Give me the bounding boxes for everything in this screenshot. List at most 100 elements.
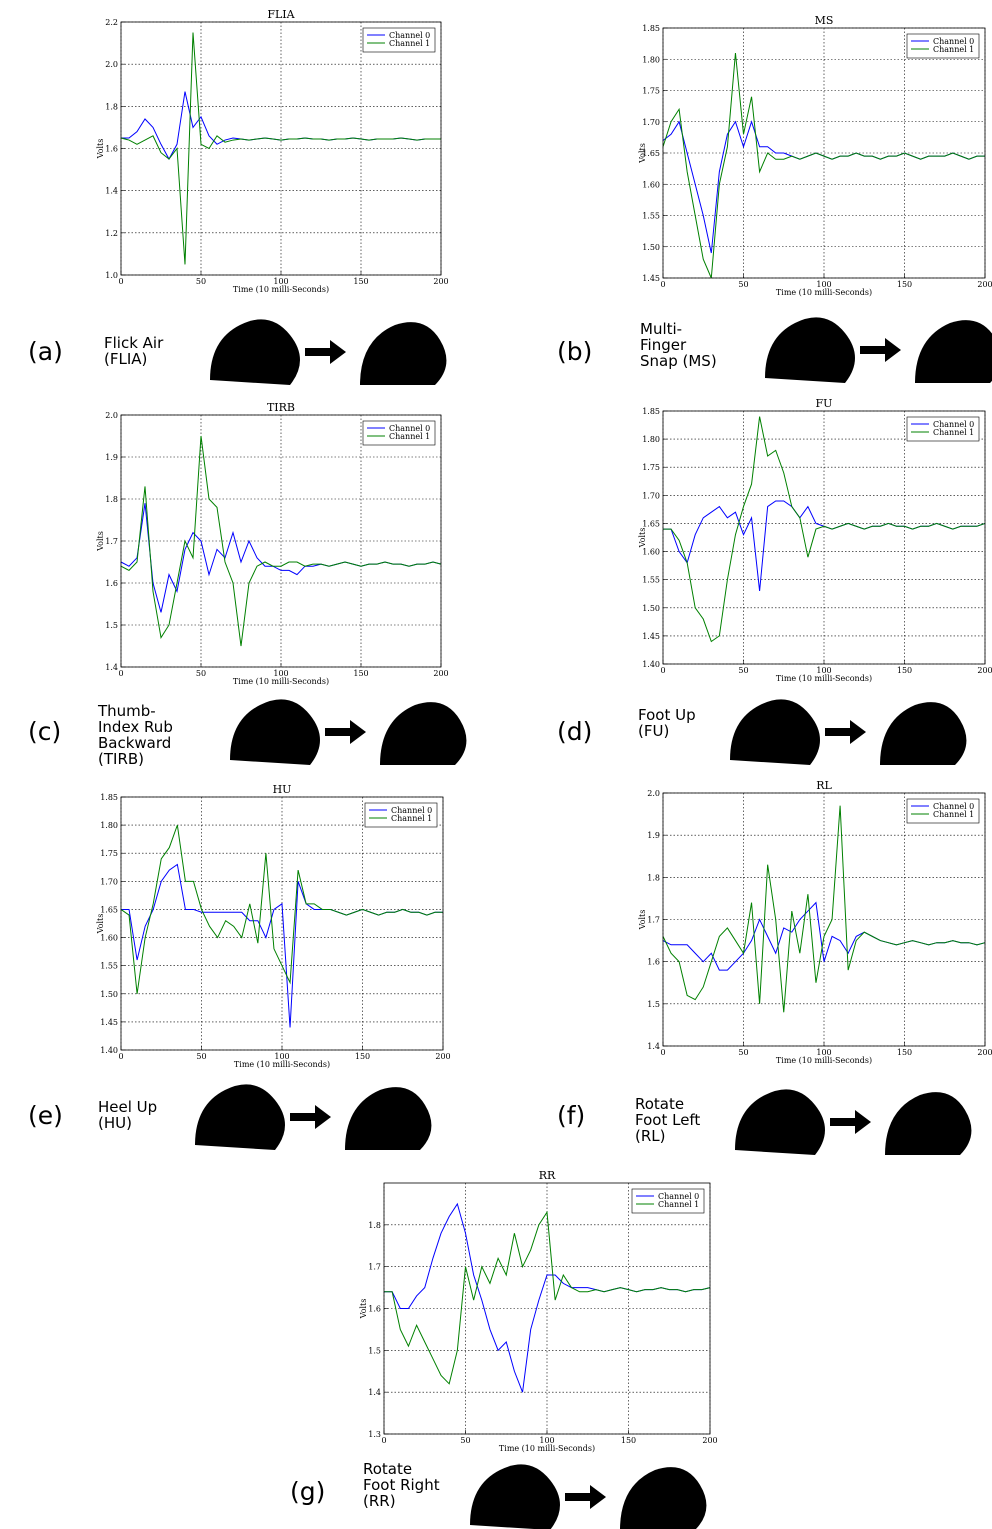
gesture-icon bbox=[210, 319, 300, 385]
y-tick-label: 1.8 bbox=[105, 495, 118, 504]
y-tick-label: 1.55 bbox=[100, 962, 118, 971]
x-tick-label: 0 bbox=[118, 669, 123, 678]
y-tick-label: 1.65 bbox=[642, 519, 660, 528]
y-tick-label: 1.70 bbox=[642, 491, 660, 500]
chart-title: TIRB bbox=[267, 401, 295, 414]
x-tick-label: 150 bbox=[353, 669, 368, 678]
y-tick-label: 1.7 bbox=[368, 1263, 381, 1272]
y-axis-label: Volts bbox=[638, 528, 647, 549]
chart-title: MS bbox=[815, 14, 834, 27]
y-tick-label: 2.0 bbox=[105, 411, 118, 420]
panel-label: (d) bbox=[557, 717, 592, 746]
y-tick-label: 1.50 bbox=[642, 243, 660, 252]
y-tick-label: 1.7 bbox=[105, 537, 118, 546]
y-tick-label: 1.45 bbox=[642, 274, 660, 283]
legend-label: Channel 1 bbox=[933, 428, 974, 437]
y-tick-label: 1.4 bbox=[105, 663, 118, 672]
panel-label: (b) bbox=[557, 337, 592, 366]
gesture-icon bbox=[730, 699, 820, 765]
panel-label: (g) bbox=[290, 1477, 325, 1506]
gesture-icon bbox=[620, 1467, 706, 1529]
chart-title: RR bbox=[539, 1169, 556, 1182]
figure: 1.01.21.41.61.82.02.2050100150200FLIATim… bbox=[0, 0, 992, 1529]
y-tick-label: 1.85 bbox=[642, 24, 660, 33]
x-tick-label: 0 bbox=[118, 277, 123, 286]
legend-label: Channel 1 bbox=[391, 814, 432, 823]
x-tick-label: 200 bbox=[433, 669, 448, 678]
y-tick-label: 1.85 bbox=[642, 407, 660, 416]
arrow bbox=[825, 720, 866, 744]
y-tick-label: 1.6 bbox=[368, 1305, 381, 1314]
caption-line: (RR) bbox=[363, 1492, 396, 1510]
x-tick-label: 0 bbox=[381, 1436, 386, 1445]
gesture-icon bbox=[915, 320, 992, 383]
y-tick-label: 1.5 bbox=[647, 1000, 660, 1009]
y-tick-label: 1.75 bbox=[100, 849, 118, 858]
chart-title: FLIA bbox=[267, 8, 295, 21]
x-tick-label: 0 bbox=[660, 666, 665, 675]
panel-label: (f) bbox=[557, 1101, 585, 1130]
gesture-icon bbox=[765, 317, 855, 383]
x-tick-label: 150 bbox=[897, 1048, 912, 1057]
y-tick-label: 1.9 bbox=[647, 831, 660, 840]
x-tick-label: 200 bbox=[977, 1048, 992, 1057]
caption-line: Snap (MS) bbox=[640, 352, 717, 370]
y-tick-label: 1.4 bbox=[647, 1042, 660, 1051]
y-axis-label: Volts bbox=[359, 1299, 368, 1320]
legend-label: Channel 1 bbox=[933, 45, 974, 54]
chart-title: HU bbox=[273, 783, 292, 796]
y-tick-label: 2.2 bbox=[105, 18, 118, 27]
y-axis-label: Volts bbox=[638, 910, 647, 931]
panel-label: (c) bbox=[28, 717, 61, 746]
arrow bbox=[305, 340, 346, 364]
y-tick-label: 1.0 bbox=[105, 271, 118, 280]
legend-label: Channel 1 bbox=[933, 810, 974, 819]
y-tick-label: 1.6 bbox=[647, 958, 660, 967]
x-axis-label: Time (10 milli-Seconds) bbox=[233, 285, 329, 294]
y-axis-label: Volts bbox=[96, 139, 105, 160]
x-tick-label: 50 bbox=[196, 669, 206, 678]
y-axis-label: Volts bbox=[96, 531, 105, 552]
x-tick-label: 50 bbox=[738, 666, 748, 675]
y-tick-label: 1.4 bbox=[368, 1388, 381, 1397]
chart-title: RL bbox=[816, 779, 832, 792]
y-tick-label: 1.65 bbox=[100, 905, 118, 914]
gesture-icon bbox=[345, 1087, 431, 1150]
gesture-icon bbox=[470, 1464, 560, 1529]
y-tick-label: 1.3 bbox=[368, 1430, 381, 1439]
y-tick-label: 1.80 bbox=[642, 435, 660, 444]
x-axis-label: Time (10 milli-Seconds) bbox=[499, 1444, 595, 1453]
y-tick-label: 1.40 bbox=[100, 1046, 118, 1055]
y-tick-label: 1.70 bbox=[100, 877, 118, 886]
y-axis-label: Volts bbox=[638, 143, 647, 164]
y-tick-label: 1.60 bbox=[642, 180, 660, 189]
y-tick-label: 1.45 bbox=[100, 1018, 118, 1027]
x-tick-label: 150 bbox=[621, 1436, 636, 1445]
x-tick-label: 150 bbox=[355, 1052, 370, 1061]
legend-label: Channel 1 bbox=[389, 432, 430, 441]
chart-title: FU bbox=[816, 397, 833, 410]
x-tick-label: 200 bbox=[977, 280, 992, 289]
y-tick-label: 1.50 bbox=[100, 990, 118, 999]
x-tick-label: 0 bbox=[118, 1052, 123, 1061]
y-tick-label: 1.9 bbox=[105, 453, 118, 462]
panel-label: (e) bbox=[28, 1101, 63, 1130]
legend-label: Channel 1 bbox=[389, 39, 430, 48]
panel-label: (a) bbox=[28, 337, 63, 366]
y-tick-label: 1.8 bbox=[647, 873, 660, 882]
x-tick-label: 50 bbox=[738, 1048, 748, 1057]
x-tick-label: 150 bbox=[897, 666, 912, 675]
y-tick-label: 1.5 bbox=[368, 1346, 381, 1355]
y-tick-label: 1.60 bbox=[100, 934, 118, 943]
caption-line: (RL) bbox=[635, 1127, 665, 1145]
x-tick-label: 200 bbox=[433, 277, 448, 286]
x-axis-label: Time (10 milli-Seconds) bbox=[776, 674, 872, 683]
y-tick-label: 1.55 bbox=[642, 576, 660, 585]
arrow bbox=[860, 338, 901, 362]
gesture-icon bbox=[195, 1084, 285, 1150]
arrow bbox=[565, 1485, 606, 1509]
arrow bbox=[290, 1105, 331, 1129]
gesture-icon bbox=[880, 702, 966, 765]
gesture-icon bbox=[360, 322, 446, 385]
legend-label: Channel 1 bbox=[658, 1200, 699, 1209]
